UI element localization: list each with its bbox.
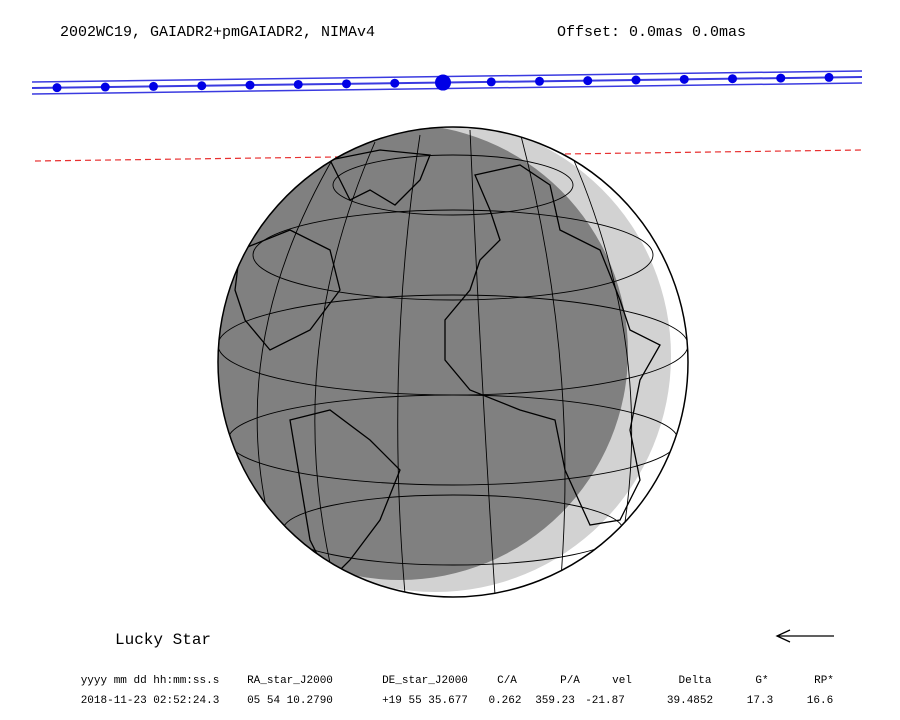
path-dot — [435, 74, 451, 91]
star-label: Lucky Star — [115, 631, 211, 649]
path-dot — [535, 76, 544, 86]
column-header: yyyy mm dd hh:mm:ss.s — [81, 675, 220, 687]
path-dot — [776, 73, 786, 83]
table-cell: +19 55 35.677 — [382, 695, 468, 707]
map-title: 2002WC19, GAIADR2+pmGAIADR2, NIMAv4 — [60, 24, 375, 41]
path-dot — [293, 79, 303, 89]
path-dot — [583, 76, 593, 86]
column-header: RP* — [814, 675, 834, 687]
table-cell: 2018-11-23 02:52:24.3 — [81, 695, 220, 707]
offset-label: Offset: 0.0mas 0.0mas — [557, 24, 746, 41]
path-dot — [100, 82, 110, 92]
table-cell: -21.87 — [585, 695, 625, 707]
path-dot — [245, 80, 255, 90]
path-dot — [390, 78, 400, 88]
path-dot — [486, 77, 496, 87]
column-header: vel — [612, 675, 632, 687]
table-cell: 05 54 10.2790 — [247, 695, 333, 707]
shadow-path — [31, 70, 863, 95]
path-dot — [149, 81, 158, 91]
table-cell: 17.3 — [747, 695, 773, 707]
path-dot — [824, 72, 834, 82]
column-header: C/A — [497, 675, 517, 687]
path-dot — [679, 74, 689, 84]
column-header: RA_star_J2000 — [247, 675, 333, 687]
column-header: P/A — [560, 675, 580, 687]
column-header: DE_star_J2000 — [382, 675, 468, 687]
globe — [217, 126, 689, 598]
direction-arrow — [775, 629, 834, 643]
path-dot — [728, 74, 737, 84]
table-cell: 39.4852 — [667, 695, 713, 707]
path-dot — [52, 83, 62, 93]
table-cell: 16.6 — [807, 695, 833, 707]
path-dot — [197, 81, 207, 91]
table-cell: 359.23 — [535, 695, 575, 707]
column-header: G* — [755, 675, 768, 687]
path-dot — [631, 75, 641, 85]
column-header: Delta — [678, 675, 711, 687]
table-cell: 0.262 — [488, 695, 521, 707]
path-dot — [342, 79, 351, 89]
